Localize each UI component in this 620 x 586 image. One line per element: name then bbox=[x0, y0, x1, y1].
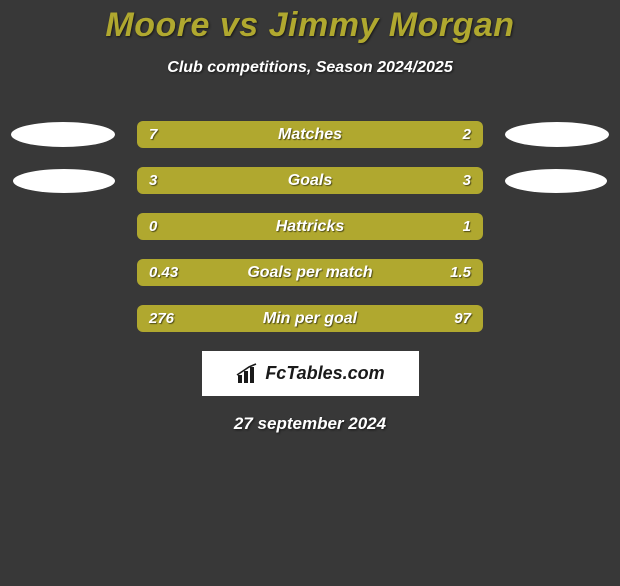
stat-bar-left: 276 bbox=[137, 305, 393, 332]
stat-left-value: 0.43 bbox=[137, 264, 190, 281]
fctables-logo: FcTables.com bbox=[235, 363, 384, 385]
player-right-ellipse bbox=[505, 169, 607, 193]
stat-row: 01Hattricks bbox=[0, 213, 620, 240]
stat-row: 0.431.5Goals per match bbox=[0, 259, 620, 286]
player-left-ellipse bbox=[13, 169, 115, 193]
stat-left-value: 3 bbox=[137, 172, 169, 189]
stat-bar-right: 1.5 bbox=[213, 259, 483, 286]
stat-bar-right: 2 bbox=[393, 121, 483, 148]
page-title: Moore vs Jimmy Morgan bbox=[0, 6, 620, 45]
stat-right-value: 2 bbox=[451, 126, 483, 143]
stat-right-value: 97 bbox=[442, 310, 483, 327]
stat-bar-left: 7 bbox=[137, 121, 393, 148]
stat-row: 33Goals bbox=[0, 167, 620, 194]
stat-bar: 01Hattricks bbox=[137, 213, 483, 240]
stat-bar-left: 3 bbox=[137, 167, 310, 194]
stat-bar: 27697Min per goal bbox=[137, 305, 483, 332]
stat-bar: 33Goals bbox=[137, 167, 483, 194]
stat-bar: 0.431.5Goals per match bbox=[137, 259, 483, 286]
stat-row: 27697Min per goal bbox=[0, 305, 620, 332]
stat-left-value: 0 bbox=[137, 218, 169, 235]
stat-bar-left: 0 bbox=[137, 213, 199, 240]
stat-left-value: 276 bbox=[137, 310, 186, 327]
stat-bar: 72Matches bbox=[137, 121, 483, 148]
stat-right-value: 1.5 bbox=[438, 264, 483, 281]
bar-chart-icon bbox=[235, 363, 261, 385]
stats-container: 72Matches33Goals01Hattricks0.431.5Goals … bbox=[0, 121, 620, 332]
stat-bar-right: 1 bbox=[199, 213, 483, 240]
stat-bar-left: 0.43 bbox=[137, 259, 213, 286]
logo-text: FcTables.com bbox=[265, 363, 384, 384]
player-left-ellipse bbox=[11, 122, 115, 147]
date-label: 27 september 2024 bbox=[0, 414, 620, 434]
player-right-ellipse bbox=[505, 122, 609, 147]
stat-right-value: 1 bbox=[451, 218, 483, 235]
stat-bar-right: 97 bbox=[393, 305, 483, 332]
stat-right-value: 3 bbox=[451, 172, 483, 189]
stat-row: 72Matches bbox=[0, 121, 620, 148]
fctables-logo-box: FcTables.com bbox=[202, 351, 419, 396]
stat-bar-right: 3 bbox=[310, 167, 483, 194]
page-subtitle: Club competitions, Season 2024/2025 bbox=[0, 59, 620, 77]
stat-left-value: 7 bbox=[137, 126, 169, 143]
